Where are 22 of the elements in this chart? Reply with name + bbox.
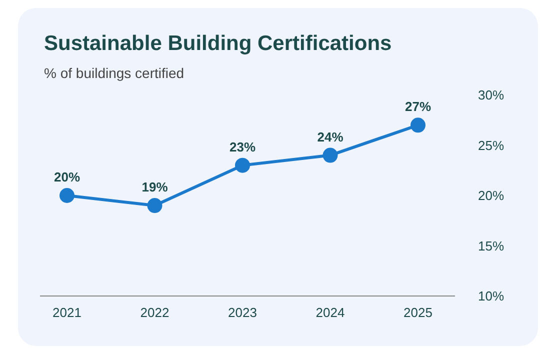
- data-label: 19%: [142, 180, 168, 195]
- y-tick-label: 10%: [478, 288, 504, 304]
- x-tick-label: 2024: [316, 305, 345, 320]
- x-tick-label: 2023: [228, 305, 257, 320]
- point: [60, 188, 74, 203]
- chart-title: Sustainable Building Certifications: [44, 32, 392, 56]
- point: [410, 118, 426, 133]
- y-tick-label: 25%: [478, 138, 504, 153]
- y-tick-label: 30%: [478, 88, 504, 103]
- point: [147, 198, 162, 214]
- data-label: 24%: [317, 129, 344, 144]
- y-tick-label: 15%: [478, 238, 504, 254]
- x-tick-label: 2021: [52, 305, 82, 320]
- x-tick-label: 2025: [404, 305, 432, 320]
- data-label: 20%: [54, 170, 80, 184]
- data-label: 23%: [229, 139, 256, 154]
- point: [235, 158, 250, 173]
- data-label: 27%: [404, 99, 432, 114]
- x-tick-label: 2022: [140, 305, 170, 320]
- point: [322, 148, 338, 163]
- chart-subtitle: % of buildings certified: [44, 65, 184, 81]
- y-tick-label: 20%: [478, 188, 504, 204]
